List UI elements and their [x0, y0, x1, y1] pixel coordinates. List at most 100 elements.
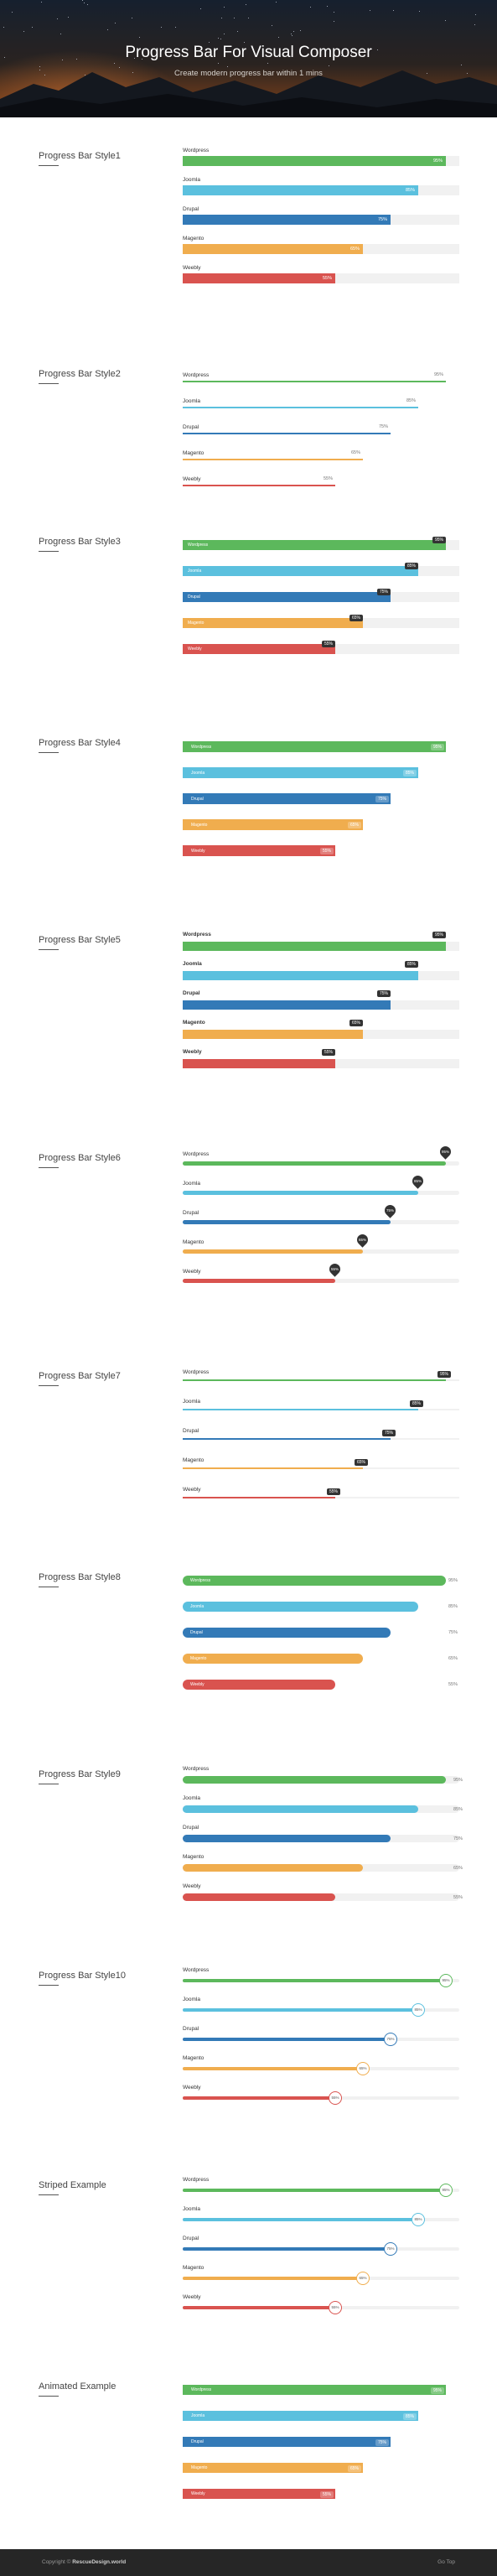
percent-label: 55%	[324, 476, 334, 481]
progress-track	[183, 1835, 459, 1842]
progress-fill: 95%	[183, 156, 446, 166]
section-title: Progress Bar Style5	[39, 935, 121, 950]
star-dot	[276, 2, 277, 3]
percent-ring: 75%	[384, 2033, 397, 2046]
progress-fill: Weebly	[183, 644, 335, 654]
progress-track: Wordpress	[183, 2385, 459, 2395]
progress-fill	[183, 2189, 446, 2192]
bar-label: Joomla	[183, 177, 200, 183]
section-title: Progress Bar Style1	[39, 151, 121, 166]
bar-label: Joomla	[183, 961, 202, 967]
star-dot	[237, 31, 238, 32]
star-dot	[209, 42, 210, 43]
progress-track	[183, 1161, 459, 1166]
progress-track	[183, 1379, 459, 1381]
star-dot	[292, 35, 293, 36]
progress-fill	[183, 1030, 363, 1039]
progress-track	[183, 942, 459, 951]
star-dot	[300, 30, 301, 31]
progress-fill: Wordpress	[183, 1576, 446, 1586]
bar-inner-label: Drupal	[188, 595, 200, 600]
bar-label: Joomla	[183, 398, 200, 404]
progress-fill	[183, 1467, 363, 1469]
percent-label: 65%	[453, 1866, 463, 1871]
bar-label: Drupal	[183, 424, 199, 430]
star-dot	[244, 42, 245, 43]
section-title: Striped Example	[39, 2180, 106, 2195]
progress-fill: Drupal	[183, 1628, 391, 1638]
progress-track: 75%	[183, 215, 459, 225]
percent-label: 85%	[448, 1604, 458, 1609]
go-top-link[interactable]: Go Top	[437, 2559, 455, 2565]
section-title: Animated Example	[39, 2381, 116, 2397]
star-dot	[227, 66, 228, 67]
percent-tag: 85%	[403, 770, 417, 776]
pin-text: 95%	[441, 1150, 449, 1154]
percent-tag: 55%	[322, 1049, 336, 1056]
progress-track	[183, 1864, 459, 1872]
progress-track: Magento	[183, 618, 459, 628]
progress-track: Weebly	[183, 845, 459, 856]
bar-label: Drupal	[183, 206, 199, 212]
star-dot	[475, 14, 476, 15]
progress-fill	[183, 2277, 363, 2280]
progress-track	[183, 1893, 459, 1901]
percent-label: 95%	[453, 1778, 463, 1783]
footer-brand-link[interactable]: RescueDesign.world	[72, 2559, 127, 2565]
progress-track	[183, 1497, 459, 1498]
pin-text: 65%	[358, 1238, 366, 1242]
progress-fill	[183, 2306, 335, 2309]
progress-fill: Magento	[183, 2463, 363, 2473]
progress-fill	[183, 1805, 418, 1813]
star-dot	[32, 27, 33, 28]
pin-text: 55%	[330, 1267, 339, 1271]
progress-fill: Weebly	[183, 2489, 335, 2499]
progress-track	[183, 1249, 459, 1254]
progress-track	[183, 1059, 459, 1068]
star-dot	[327, 6, 328, 7]
progress-track: Drupal	[183, 793, 459, 804]
star-dot	[82, 0, 83, 1]
progress-track: 95%	[183, 156, 459, 166]
progress-track	[183, 2218, 459, 2221]
percent-tag: 95%	[431, 744, 445, 750]
percent-ring: 65%	[356, 2062, 370, 2075]
bar-inner-label: Joomla	[188, 569, 202, 574]
percent-label: 75%	[453, 1836, 463, 1841]
percent-label: 55%	[453, 1895, 463, 1900]
progress-fill	[183, 1835, 391, 1842]
progress-track	[183, 2008, 459, 2012]
bar-label: Magento	[183, 236, 204, 242]
star-dot	[57, 18, 58, 19]
bar-label: Wordpress	[183, 1967, 210, 1973]
progress-fill: 85%	[183, 185, 418, 195]
progress-fill: 55%	[183, 273, 335, 283]
progress-fill: Wordpress	[183, 540, 446, 550]
progress-fill	[183, 1249, 363, 1254]
bar-label: Weebly	[183, 265, 201, 271]
progress-fill: Joomla	[183, 767, 418, 778]
bar-label: Weebly	[183, 1049, 202, 1055]
star-dot	[87, 4, 88, 5]
progress-fill	[183, 1279, 335, 1283]
progress-fill	[183, 2008, 418, 2012]
progress-fill: Joomla	[183, 566, 418, 576]
progress-track: Wordpress	[183, 741, 459, 752]
percent-pin: 85%	[410, 1173, 426, 1189]
bar-inner-label: Weebly	[191, 849, 205, 854]
progress-track: 55%	[183, 273, 459, 283]
bar-label: Weebly	[183, 1883, 201, 1889]
percent-tag: 95%	[432, 932, 447, 938]
star-dot	[4, 57, 5, 58]
progress-fill: Joomla	[183, 1602, 418, 1612]
percent-ring: 95%	[439, 1974, 453, 1987]
star-dot	[224, 7, 225, 8]
star-dot	[467, 73, 468, 74]
pin-text: 75%	[386, 1208, 394, 1213]
bar-label: Joomla	[183, 1997, 200, 2002]
star-dot	[139, 37, 140, 38]
percent-tag: 75%	[382, 1430, 396, 1436]
section-title: Progress Bar Style8	[39, 1572, 121, 1587]
progress-fill	[183, 1000, 391, 1010]
page-subtitle: Create modern progress bar within 1 mins	[174, 69, 323, 78]
